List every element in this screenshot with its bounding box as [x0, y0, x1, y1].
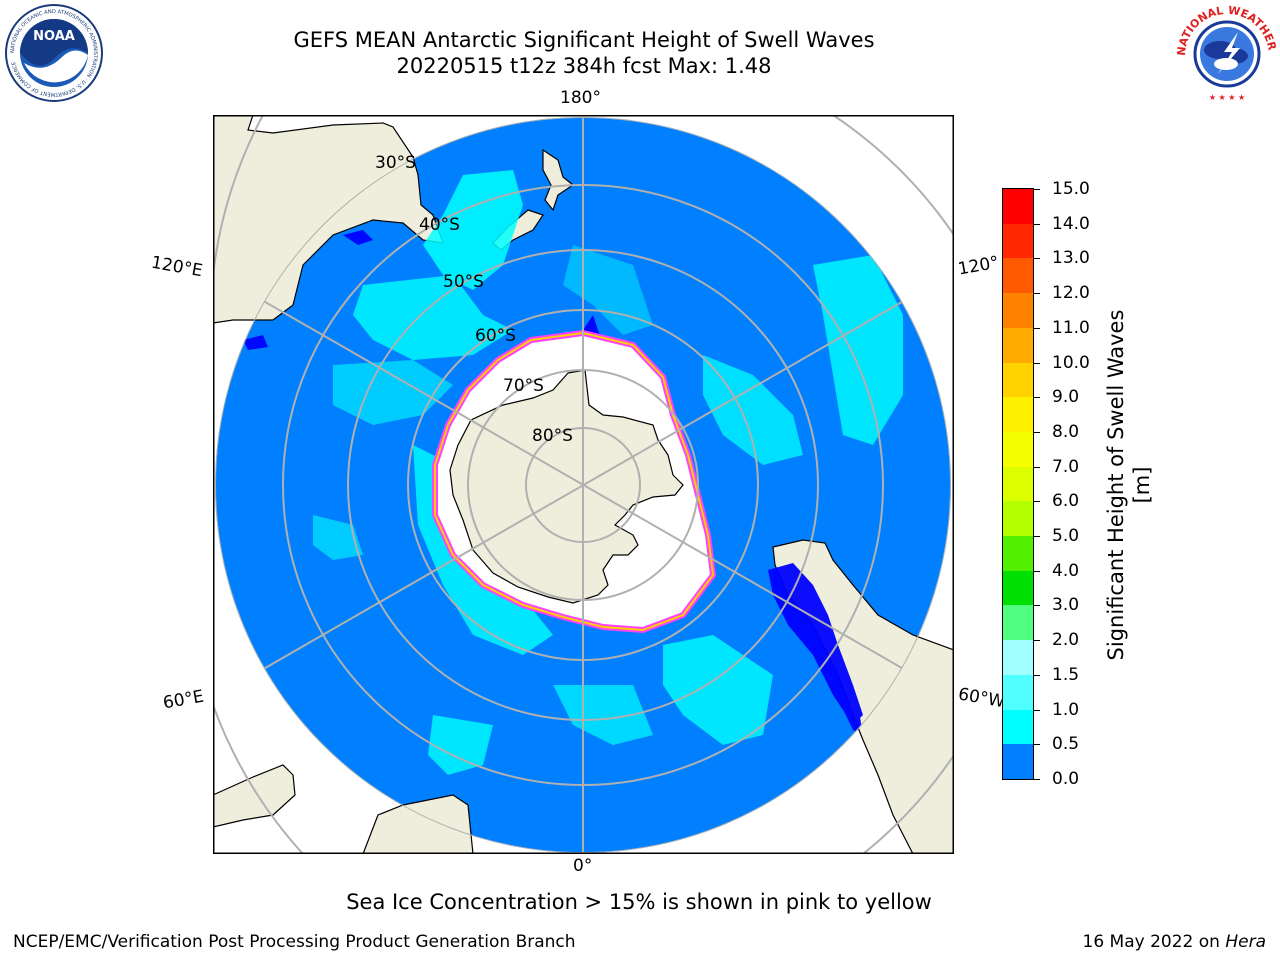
- colorbar-tick: [1034, 223, 1040, 225]
- lat-label-30: 30°S: [375, 153, 416, 173]
- lat-label-50: 50°S: [443, 272, 484, 292]
- credit-text: NCEP/EMC/Verification Post Processing Pr…: [13, 932, 576, 952]
- map-title: GEFS MEAN Antarctic Significant Height o…: [293, 28, 875, 52]
- lon-label-120e: 120°E: [149, 252, 205, 282]
- colorbar-tick: [1034, 709, 1040, 711]
- colorbar-label: 2.0: [1052, 630, 1080, 651]
- lon-label-60e: 60°E: [161, 686, 206, 714]
- colorbar-label: 11.0: [1052, 317, 1090, 338]
- colorbar-label: 1.0: [1052, 699, 1080, 720]
- nws-logo: NATIONAL WEATHER SERVICE ★ ★ ★ ★: [1176, 4, 1278, 102]
- date-text: 16 May 2022 on Hera: [1083, 932, 1267, 952]
- colorbar: [1002, 188, 1034, 780]
- colorbar-tick: [1034, 431, 1040, 433]
- colorbar-tick: [1034, 189, 1040, 190]
- colorbar-tick: [1034, 397, 1040, 399]
- svg-text:★ ★ ★ ★: ★ ★ ★ ★: [1209, 93, 1245, 102]
- lat-label-40: 40°S: [419, 215, 460, 235]
- map-frame: [213, 115, 954, 854]
- colorbar-tick: [1034, 674, 1040, 676]
- graticule: [215, 117, 951, 853]
- colorbar-segment: [1003, 605, 1033, 641]
- colorbar-segment: [1003, 362, 1033, 398]
- colorbar-tick: [1034, 605, 1040, 607]
- colorbar-label: 0.5: [1052, 734, 1080, 755]
- colorbar-segment: [1003, 709, 1033, 745]
- lat-labels: 30°S 40°S 50°S 60°S 70°S 80°S: [375, 153, 573, 446]
- noaa-logo: NOAA NATIONAL OCEANIC AND ATMOSPHERIC AD…: [5, 4, 103, 102]
- lat-label-70: 70°S: [503, 376, 544, 396]
- colorbar-segment: [1003, 223, 1033, 259]
- colorbar-title: Significant Height of Swell Waves [m]: [1104, 309, 1154, 661]
- colorbar-label: 3.0: [1052, 595, 1080, 616]
- colorbar-tick: [1034, 362, 1040, 364]
- colorbar-segment: [1003, 674, 1033, 711]
- colorbar-tick: [1034, 640, 1040, 642]
- sea-ice-note: Sea Ice Concentration > 15% is shown in …: [346, 890, 932, 914]
- lon-label-180: 180°: [560, 88, 601, 108]
- svg-text:NOAA: NOAA: [33, 29, 75, 44]
- lon-label-0: 0°: [573, 856, 593, 876]
- colorbar-segment: [1003, 258, 1033, 294]
- colorbar-label: 7.0: [1052, 456, 1080, 477]
- antarctica: [449, 369, 684, 604]
- colorbar-segment: [1003, 536, 1033, 572]
- colorbar-label: 4.0: [1052, 560, 1080, 581]
- colorbar-tick: [1034, 744, 1040, 746]
- colorbar-segment: [1003, 570, 1033, 606]
- lat-label-60: 60°S: [475, 326, 516, 346]
- colorbar-tick: [1034, 327, 1040, 329]
- colorbar-tick: [1034, 779, 1040, 780]
- colorbar-tick: [1034, 258, 1040, 260]
- colorbar-label: 8.0: [1052, 421, 1080, 442]
- colorbar-label: 5.0: [1052, 526, 1080, 547]
- colorbar-label: 15.0: [1052, 179, 1090, 199]
- lat-label-80: 80°S: [532, 426, 573, 446]
- colorbar-segment: [1003, 397, 1033, 433]
- colorbar-segment: [1003, 327, 1033, 364]
- colorbar-label: 13.0: [1052, 248, 1090, 269]
- colorbar-segment: [1003, 431, 1033, 468]
- polar-map: 30°S 40°S 50°S 60°S 70°S 80°S: [213, 115, 954, 854]
- colorbar-label: 10.0: [1052, 352, 1090, 373]
- colorbar-tick: [1034, 466, 1040, 468]
- colorbar-segment: [1003, 293, 1033, 329]
- colorbar-segment: [1003, 501, 1033, 537]
- lon-label-60w: 60°W: [956, 684, 1004, 712]
- colorbar-tick: [1034, 570, 1040, 572]
- colorbar-label: 0.0: [1052, 769, 1080, 789]
- colorbar-label: 14.0: [1052, 213, 1090, 234]
- colorbar-segment: [1003, 744, 1033, 780]
- colorbar-tick: [1034, 501, 1040, 503]
- colorbar-label: 1.5: [1052, 664, 1080, 685]
- colorbar-segment: [1003, 466, 1033, 502]
- colorbar-label: 6.0: [1052, 491, 1080, 512]
- colorbar-segment: [1003, 640, 1033, 676]
- colorbar-label: 9.0: [1052, 387, 1080, 408]
- map-subtitle: 20220515 t12z 384h fcst Max: 1.48: [396, 54, 772, 78]
- colorbar-segment: [1003, 189, 1033, 225]
- colorbar-tick: [1034, 293, 1040, 295]
- date-label: 16 May 2022 on: [1082, 932, 1226, 952]
- colorbar-tick: [1034, 536, 1040, 538]
- lon-label-120w: 120°: [956, 252, 1001, 280]
- host-name: Hera: [1225, 932, 1266, 952]
- colorbar-label: 12.0: [1052, 283, 1090, 304]
